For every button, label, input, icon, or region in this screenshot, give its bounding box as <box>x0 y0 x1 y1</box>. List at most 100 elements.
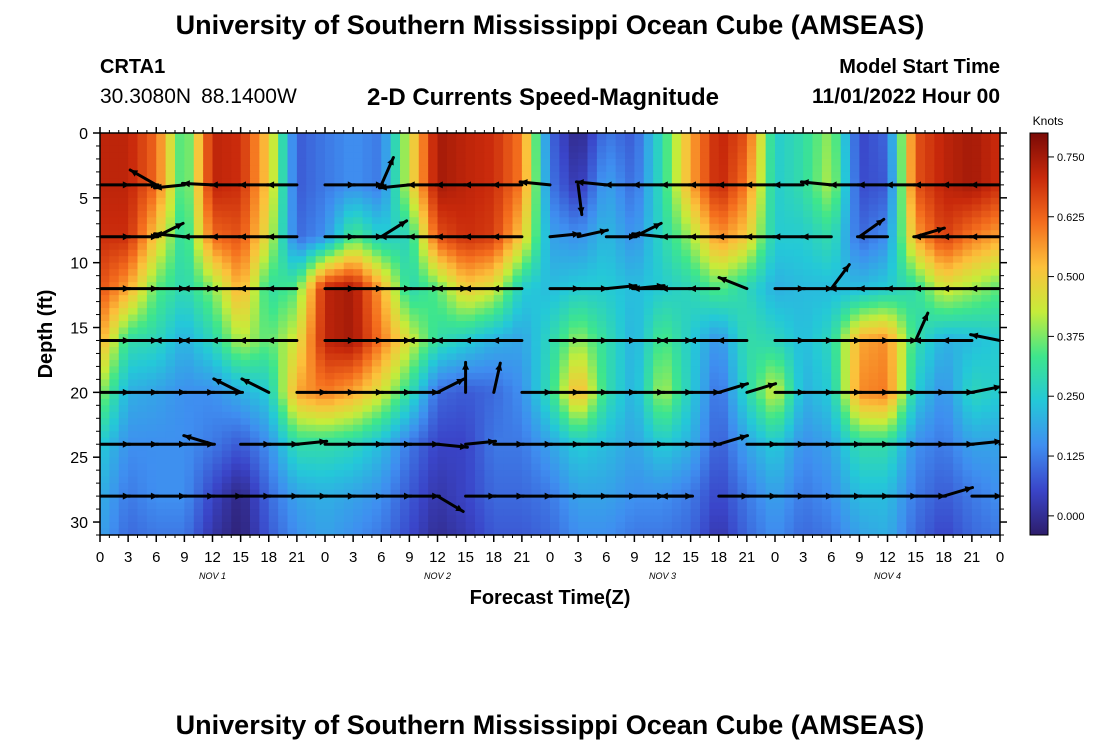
heat-cell <box>681 133 692 141</box>
heat-cell <box>943 145 954 154</box>
heat-cell <box>456 243 467 251</box>
heat-cell <box>784 411 795 419</box>
heat-cell <box>643 165 654 173</box>
heat-cell <box>756 379 767 387</box>
heat-cell <box>925 295 935 303</box>
heat-cell <box>484 217 495 225</box>
heat-cell <box>634 346 645 355</box>
heat-cell <box>850 262 860 270</box>
heat-cell <box>418 295 429 303</box>
heat-cell <box>428 398 439 406</box>
heat-cell <box>934 431 945 439</box>
heat-cell <box>887 372 898 380</box>
heat-cell <box>643 359 654 368</box>
heat-cell <box>681 288 692 296</box>
heat-cell <box>156 463 167 471</box>
heat-cell <box>746 405 757 413</box>
heat-cell <box>540 191 551 199</box>
heat-cell <box>765 321 776 329</box>
heat-cell <box>821 301 832 309</box>
heat-cell <box>371 262 382 270</box>
heat-cell <box>606 133 617 141</box>
heat-cell <box>981 398 992 406</box>
heat-cell <box>756 372 767 380</box>
heat-cell <box>381 197 392 205</box>
heat-cell <box>184 405 195 413</box>
heat-cell <box>962 308 973 316</box>
heat-cell <box>606 437 617 445</box>
heat-cell <box>465 457 476 465</box>
heat-cell <box>690 295 701 303</box>
heat-cell <box>484 405 495 413</box>
heat-cell <box>971 236 982 244</box>
heat-cell <box>718 249 729 257</box>
heat-cell <box>925 308 935 316</box>
heat-cell <box>615 223 626 231</box>
heat-cell <box>109 340 120 348</box>
heat-cell <box>953 353 964 361</box>
heat-cell <box>287 139 298 147</box>
heat-cell <box>784 437 795 445</box>
heat-cell <box>353 314 364 322</box>
heat-cell <box>240 327 251 335</box>
heat-cell <box>756 418 767 426</box>
heat-cell <box>203 171 214 179</box>
heat-cell <box>990 217 1000 225</box>
heat-cell <box>671 158 682 167</box>
heat-cell <box>175 450 185 458</box>
heat-cell <box>812 353 823 361</box>
heat-cell <box>906 398 917 406</box>
heat-cell <box>756 398 767 406</box>
heat-cell <box>775 139 785 147</box>
heat-cell <box>671 275 682 283</box>
heat-cell <box>831 301 842 309</box>
heat-cell <box>306 308 317 316</box>
heat-cell <box>409 398 420 406</box>
heat-cell <box>146 392 157 400</box>
heat-cell <box>268 392 279 400</box>
heat-cell <box>240 295 251 303</box>
heat-cell <box>278 256 289 264</box>
heat-cell <box>381 256 392 264</box>
heat-cell <box>662 450 673 458</box>
heat-cell <box>746 346 757 355</box>
heat-cell <box>128 379 139 387</box>
heat-cell <box>175 405 185 413</box>
heat-cell <box>990 171 1000 179</box>
heat-cell <box>128 262 139 270</box>
heat-cell <box>521 321 532 329</box>
heat-cell <box>362 424 373 432</box>
heat-cell <box>400 269 410 277</box>
heat-cell <box>456 437 467 445</box>
heat-cell <box>634 262 645 270</box>
heat-cell <box>643 346 654 355</box>
heat-cell <box>943 184 954 192</box>
heat-cell <box>934 133 945 141</box>
heat-cell <box>568 314 579 322</box>
heat-cell <box>306 295 317 303</box>
heat-cell <box>390 340 401 348</box>
heat-cell <box>118 359 129 368</box>
heat-cell <box>146 372 157 380</box>
heat-cell <box>559 269 570 277</box>
heat-cell <box>606 321 617 329</box>
heat-cell <box>812 346 823 355</box>
heat-cell <box>475 171 485 179</box>
heat-cell <box>390 411 401 419</box>
heat-cell <box>400 288 410 296</box>
heat-cell <box>606 314 617 322</box>
heat-cell <box>371 217 382 225</box>
heat-cell <box>728 204 739 212</box>
heat-cell <box>165 450 176 458</box>
heat-cell <box>493 301 504 309</box>
heat-cell <box>400 340 410 348</box>
heat-cell <box>634 359 645 368</box>
heat-cell <box>521 217 532 225</box>
heat-cell <box>990 314 1000 322</box>
heat-cell <box>390 243 401 251</box>
heat-cell <box>896 275 907 283</box>
heat-cell <box>728 262 739 270</box>
heat-cell <box>409 444 420 452</box>
heat-cell <box>615 197 626 205</box>
heat-cell <box>212 139 223 147</box>
